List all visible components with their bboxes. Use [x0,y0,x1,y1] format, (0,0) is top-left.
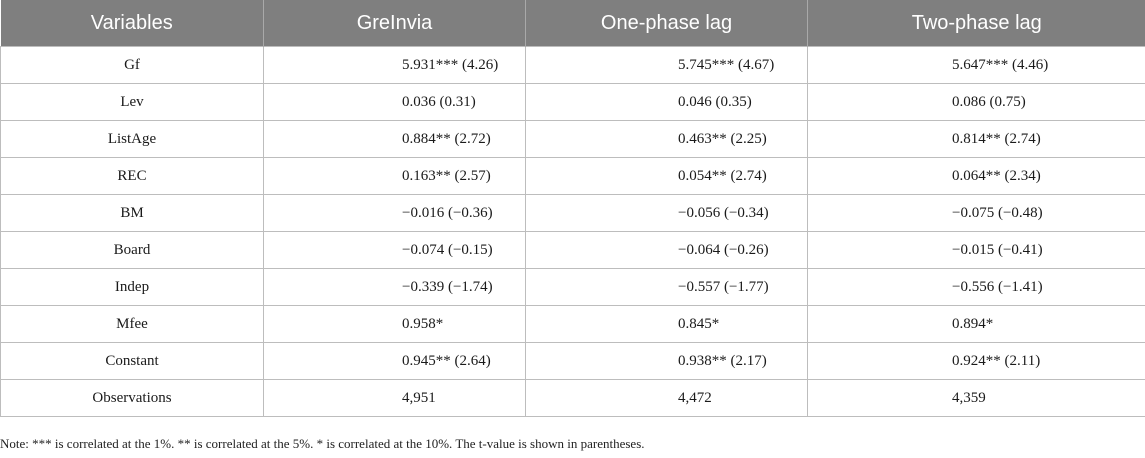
table-row: Indep −0.339 (−1.74) −0.557 (−1.77) −0.556 … [0,268,1145,306]
table-row: Observations 4,951 4,472 4,359 [0,379,1145,417]
cell-greinvia: 0.163** (2.57) [263,157,526,195]
cell-greinvia: 0.958* [263,305,526,343]
cell-one-phase-lag: 0.938** (2.17) [525,342,808,380]
regression-results-table: Variables GreInvia One-phase lag Two-pha… [0,0,1145,417]
cell-two-phase-lag: 0.064** (2.34) [807,157,1145,195]
cell-variable: Constant [0,342,264,380]
cell-two-phase-lag: 0.086 (0.75) [807,83,1145,121]
cell-two-phase-lag: 5.647*** (4.46) [807,46,1145,84]
cell-one-phase-lag: −0.557 (−1.77) [525,268,808,306]
cell-variable: Gf [0,46,264,84]
table-row: Constant 0.945** (2.64) 0.938** (2.17) 0.92… [0,342,1145,380]
cell-variable: REC [0,157,264,195]
cell-greinvia: −0.339 (−1.74) [263,268,526,306]
cell-greinvia: 5.931*** (4.26) [263,46,526,84]
cell-two-phase-lag: 0.894* [807,305,1145,343]
cell-one-phase-lag: 0.054** (2.74) [525,157,808,195]
table-header: Variables GreInvia One-phase lag Two-pha… [0,0,1145,47]
table-row: BM −0.016 (−0.36) −0.056 (−0.34) −0.075 (−0… [0,194,1145,232]
cell-one-phase-lag: −0.064 (−0.26) [525,231,808,269]
header-one-phase-lag: One-phase lag [525,0,808,47]
cell-variable: BM [0,194,264,232]
cell-variable: Mfee [0,305,264,343]
cell-one-phase-lag: −0.056 (−0.34) [525,194,808,232]
table-row: REC 0.163** (2.57) 0.054** (2.74) 0.064** (… [0,157,1145,195]
cell-one-phase-lag: 0.463** (2.25) [525,120,808,158]
cell-one-phase-lag: 0.046 (0.35) [525,83,808,121]
cell-variable: Observations [0,379,264,417]
cell-two-phase-lag: 0.924** (2.11) [807,342,1145,380]
cell-variable: Board [0,231,264,269]
table-row: Mfee 0.958* 0.845* 0.894* [0,305,1145,343]
cell-two-phase-lag: 4,359 [807,379,1145,417]
cell-two-phase-lag: −0.556 (−1.41) [807,268,1145,306]
header-two-phase-lag: Two-phase lag [807,0,1145,47]
cell-two-phase-lag: 0.814** (2.74) [807,120,1145,158]
cell-greinvia: 4,951 [263,379,526,417]
table-note: Note: *** is correlated at the 1%. ** is… [0,436,645,451]
cell-variable: Lev [0,83,264,121]
cell-two-phase-lag: −0.015 (−0.41) [807,231,1145,269]
table-body: Gf 5.931*** (4.26) 5.745*** (4.67) 5.647***… [0,46,1145,417]
header-greinvia: GreInvia [263,0,526,47]
cell-greinvia: −0.074 (−0.15) [263,231,526,269]
cell-one-phase-lag: 5.745*** (4.67) [525,46,808,84]
table-row: Board −0.074 (−0.15) −0.064 (−0.26) −0.015 … [0,231,1145,269]
table-row: ListAge 0.884** (2.72) 0.463** (2.25) 0.814… [0,120,1145,158]
header-variables: Variables [0,0,264,47]
cell-two-phase-lag: −0.075 (−0.48) [807,194,1145,232]
table-row: Gf 5.931*** (4.26) 5.745*** (4.67) 5.647***… [0,46,1145,84]
cell-variable: Indep [0,268,264,306]
cell-one-phase-lag: 0.845* [525,305,808,343]
cell-greinvia: 0.945** (2.64) [263,342,526,380]
cell-variable: ListAge [0,120,264,158]
cell-greinvia: −0.016 (−0.36) [263,194,526,232]
header-row: Variables GreInvia One-phase lag Two-pha… [0,0,1145,47]
cell-greinvia: 0.036 (0.31) [263,83,526,121]
table-row: Lev 0.036 (0.31) 0.046 (0.35) 0.086 (0.75) [0,83,1145,121]
cell-greinvia: 0.884** (2.72) [263,120,526,158]
cell-one-phase-lag: 4,472 [525,379,808,417]
